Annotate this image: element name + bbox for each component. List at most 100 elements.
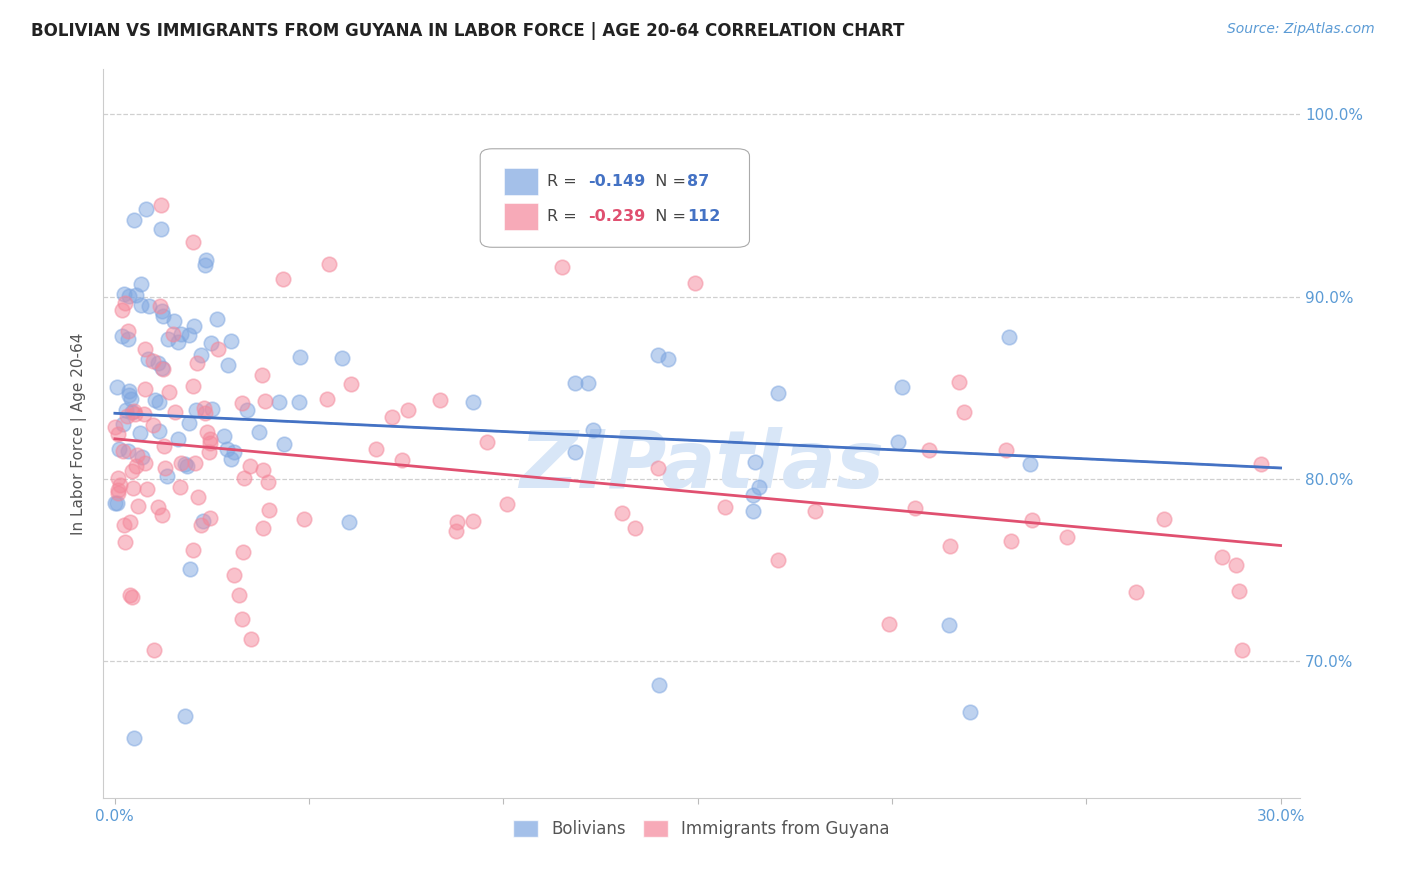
Point	[177, 327, 200, 342]
Point	[233, 471, 256, 485]
Point	[429, 393, 451, 408]
Point	[236, 403, 259, 417]
Point	[207, 342, 229, 356]
Point	[111, 329, 134, 343]
Point	[195, 253, 218, 268]
Point	[252, 463, 274, 477]
Point	[1021, 512, 1043, 526]
Point	[117, 324, 139, 338]
Point	[217, 442, 239, 457]
Text: N =: N =	[645, 174, 692, 189]
Point	[127, 448, 149, 462]
Point	[576, 376, 599, 390]
Point	[117, 384, 139, 398]
Point	[938, 617, 960, 632]
Point	[108, 478, 131, 492]
Point	[200, 402, 222, 417]
Point	[190, 517, 212, 532]
Point	[142, 643, 165, 657]
Point	[148, 395, 170, 409]
Point	[184, 456, 207, 470]
Point	[162, 314, 184, 328]
Point	[111, 303, 134, 318]
Point	[1211, 550, 1233, 565]
Point	[112, 286, 135, 301]
Point	[128, 425, 150, 440]
Point	[254, 393, 277, 408]
Point	[120, 392, 142, 406]
Point	[107, 483, 129, 497]
Point	[107, 485, 129, 500]
Point	[118, 289, 141, 303]
Point	[124, 731, 146, 745]
Point	[135, 202, 157, 216]
Point	[145, 393, 167, 408]
Point	[131, 450, 153, 464]
Point	[877, 616, 900, 631]
Point	[461, 514, 484, 528]
Point	[152, 508, 174, 522]
Point	[612, 506, 634, 520]
Point	[330, 351, 353, 366]
Point	[748, 480, 770, 494]
Point	[127, 499, 149, 513]
Point	[259, 503, 281, 517]
Text: -0.239: -0.239	[588, 209, 645, 224]
Point	[904, 501, 927, 516]
Point	[193, 401, 215, 415]
Point	[217, 358, 239, 372]
Text: ZIPatlas: ZIPatlas	[519, 427, 884, 505]
Point	[142, 354, 165, 368]
Point	[148, 424, 170, 438]
Point	[396, 403, 419, 417]
Point	[125, 458, 148, 473]
Point	[683, 277, 706, 291]
Text: R =: R =	[547, 209, 582, 224]
Point	[1250, 457, 1272, 471]
Point	[152, 362, 174, 376]
Point	[170, 457, 193, 471]
Point	[134, 457, 156, 471]
Point	[125, 287, 148, 301]
Point	[239, 632, 262, 647]
Point	[648, 678, 671, 692]
Point	[181, 379, 204, 393]
Point	[120, 515, 142, 529]
Point	[198, 432, 221, 446]
Point	[112, 517, 135, 532]
Point	[114, 534, 136, 549]
Point	[271, 272, 294, 286]
Point	[1000, 533, 1022, 548]
Point	[105, 496, 128, 510]
Point	[288, 395, 311, 409]
Point	[804, 503, 827, 517]
Point	[231, 612, 253, 626]
Text: BOLIVIAN VS IMMIGRANTS FROM GUYANA IN LABOR FORCE | AGE 20-64 CORRELATION CHART: BOLIVIAN VS IMMIGRANTS FROM GUYANA IN LA…	[31, 22, 904, 40]
Point	[219, 334, 242, 348]
Point	[918, 443, 941, 458]
Point	[194, 406, 217, 420]
FancyBboxPatch shape	[505, 203, 537, 230]
Point	[163, 404, 186, 418]
Point	[136, 482, 159, 496]
Point	[1225, 558, 1247, 572]
Point	[190, 348, 212, 362]
Point	[152, 439, 174, 453]
Point	[176, 458, 198, 473]
Point	[107, 426, 129, 441]
Point	[150, 198, 173, 212]
Point	[149, 299, 172, 313]
Point	[156, 469, 179, 483]
Point	[167, 335, 190, 350]
Point	[318, 257, 340, 271]
Point	[994, 442, 1017, 457]
Point	[624, 521, 647, 535]
Point	[121, 481, 143, 495]
Point	[134, 382, 156, 396]
Point	[252, 521, 274, 535]
Point	[207, 311, 229, 326]
Point	[744, 455, 766, 469]
Point	[186, 356, 208, 370]
Point	[315, 392, 337, 407]
Point	[115, 409, 138, 424]
